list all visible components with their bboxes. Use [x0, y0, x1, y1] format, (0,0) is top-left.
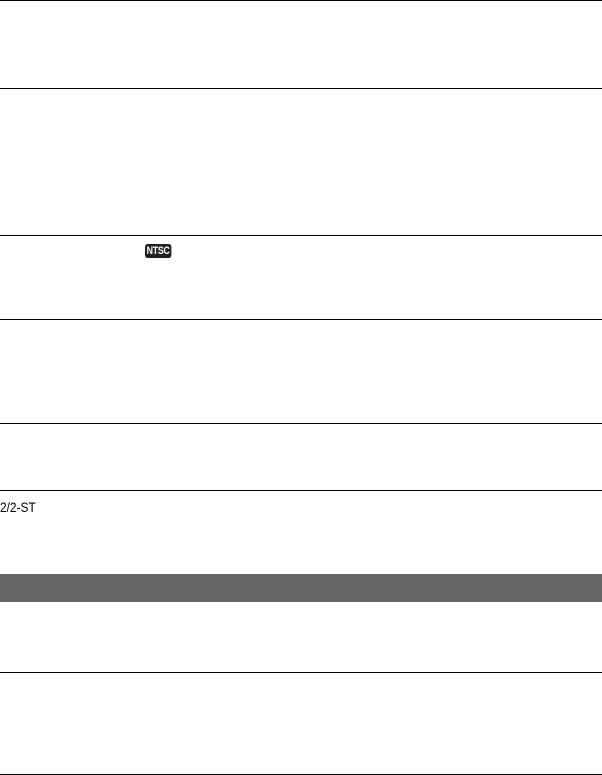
divider: [0, 0, 602, 1]
divider: [0, 490, 602, 491]
mode-label: 2/2-ST: [0, 499, 36, 515]
divider: [0, 423, 602, 424]
divider: [0, 672, 602, 673]
ntsc-badge-icon: NTSC: [145, 244, 172, 258]
divider: [0, 319, 602, 320]
section-header-bar: [0, 574, 602, 602]
divider: [0, 235, 602, 236]
divider: [0, 88, 602, 89]
